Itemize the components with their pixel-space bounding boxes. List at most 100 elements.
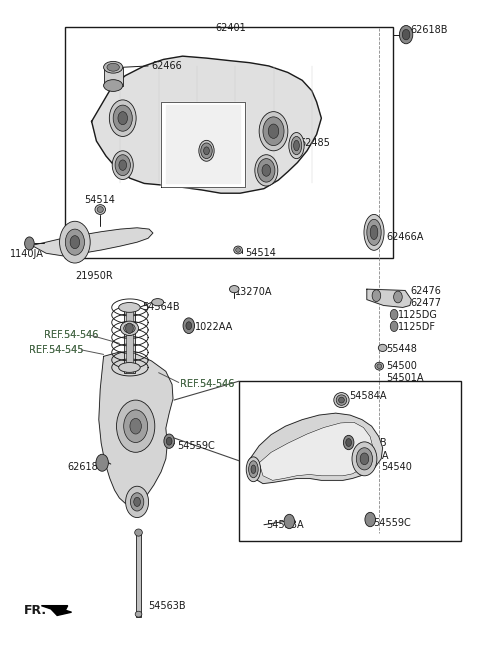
Text: REF.54-546: REF.54-546 xyxy=(44,330,98,341)
Circle shape xyxy=(126,486,149,517)
Text: REF.54-546: REF.54-546 xyxy=(180,379,235,389)
Polygon shape xyxy=(41,606,72,615)
Circle shape xyxy=(259,112,288,151)
Text: 54501A: 54501A xyxy=(386,373,423,383)
Ellipse shape xyxy=(251,465,256,473)
Ellipse shape xyxy=(120,321,139,336)
Text: 54584A: 54584A xyxy=(349,390,386,400)
Polygon shape xyxy=(166,105,240,183)
Bar xyxy=(124,307,135,373)
Circle shape xyxy=(113,105,132,131)
Ellipse shape xyxy=(107,63,120,71)
Ellipse shape xyxy=(375,362,384,370)
Circle shape xyxy=(119,160,127,171)
Text: 62618B: 62618B xyxy=(410,25,447,35)
Circle shape xyxy=(199,141,214,162)
Circle shape xyxy=(390,309,398,320)
Circle shape xyxy=(263,117,284,146)
Circle shape xyxy=(204,147,209,155)
Circle shape xyxy=(65,229,84,255)
Circle shape xyxy=(262,165,271,176)
Polygon shape xyxy=(32,228,153,256)
Polygon shape xyxy=(92,56,322,193)
Circle shape xyxy=(258,159,275,182)
Circle shape xyxy=(131,492,144,511)
Text: FR.: FR. xyxy=(24,604,47,617)
Ellipse shape xyxy=(104,61,123,73)
Ellipse shape xyxy=(367,219,381,245)
Circle shape xyxy=(399,26,413,44)
Polygon shape xyxy=(367,289,411,307)
Text: REF.54-545: REF.54-545 xyxy=(29,345,84,355)
Text: 54563B: 54563B xyxy=(148,601,186,611)
Text: 62466: 62466 xyxy=(152,61,182,71)
Ellipse shape xyxy=(370,225,378,239)
Polygon shape xyxy=(99,352,173,504)
Circle shape xyxy=(268,124,279,139)
Ellipse shape xyxy=(234,246,242,254)
Ellipse shape xyxy=(364,215,384,250)
Text: 54559C: 54559C xyxy=(177,441,215,451)
Circle shape xyxy=(360,453,369,465)
Polygon shape xyxy=(259,422,373,481)
Circle shape xyxy=(70,235,80,249)
Text: 1140JA: 1140JA xyxy=(10,249,44,259)
Ellipse shape xyxy=(95,205,106,215)
Circle shape xyxy=(186,322,192,330)
Circle shape xyxy=(124,410,148,443)
Circle shape xyxy=(60,221,90,263)
Polygon shape xyxy=(161,102,245,186)
Bar xyxy=(65,27,393,258)
Text: 13270A: 13270A xyxy=(235,287,273,298)
Text: 62618B: 62618B xyxy=(68,462,105,472)
Ellipse shape xyxy=(124,324,135,333)
Circle shape xyxy=(356,448,372,470)
Circle shape xyxy=(346,439,351,447)
Text: 62466A: 62466A xyxy=(386,232,423,242)
Bar xyxy=(136,532,142,617)
Text: REF.54-546: REF.54-546 xyxy=(180,379,235,389)
Ellipse shape xyxy=(336,395,347,405)
Ellipse shape xyxy=(152,299,164,306)
Circle shape xyxy=(126,323,133,334)
Circle shape xyxy=(109,100,136,137)
Text: 62401: 62401 xyxy=(215,23,246,33)
Polygon shape xyxy=(249,413,383,483)
Circle shape xyxy=(134,497,141,506)
Circle shape xyxy=(390,321,398,332)
Ellipse shape xyxy=(246,457,261,481)
Text: 62476: 62476 xyxy=(410,286,441,296)
Ellipse shape xyxy=(378,344,387,351)
Text: 1125DF: 1125DF xyxy=(398,322,436,332)
Text: 54514: 54514 xyxy=(84,195,115,205)
Ellipse shape xyxy=(289,133,304,159)
Circle shape xyxy=(24,237,34,250)
Text: 55448: 55448 xyxy=(386,343,417,354)
Ellipse shape xyxy=(291,137,302,155)
Text: 1022AA: 1022AA xyxy=(194,322,233,332)
Circle shape xyxy=(372,290,381,301)
Text: REF.54-545: REF.54-545 xyxy=(29,345,84,355)
Circle shape xyxy=(166,438,172,445)
Ellipse shape xyxy=(229,286,239,293)
Text: 54553A: 54553A xyxy=(266,520,304,530)
Text: 21950R: 21950R xyxy=(75,271,113,281)
Circle shape xyxy=(164,434,174,449)
Circle shape xyxy=(130,419,142,434)
Ellipse shape xyxy=(249,461,258,478)
Text: 54540: 54540 xyxy=(381,462,412,472)
Circle shape xyxy=(255,155,278,186)
Text: 54500: 54500 xyxy=(386,361,417,371)
Circle shape xyxy=(201,143,212,159)
Ellipse shape xyxy=(377,364,382,368)
Ellipse shape xyxy=(97,207,103,213)
Circle shape xyxy=(284,514,295,528)
Ellipse shape xyxy=(236,248,240,252)
Circle shape xyxy=(352,442,377,476)
Circle shape xyxy=(115,155,131,175)
Circle shape xyxy=(402,29,410,40)
Circle shape xyxy=(96,455,108,472)
Circle shape xyxy=(117,400,155,453)
Bar xyxy=(126,307,133,373)
Circle shape xyxy=(394,291,402,303)
